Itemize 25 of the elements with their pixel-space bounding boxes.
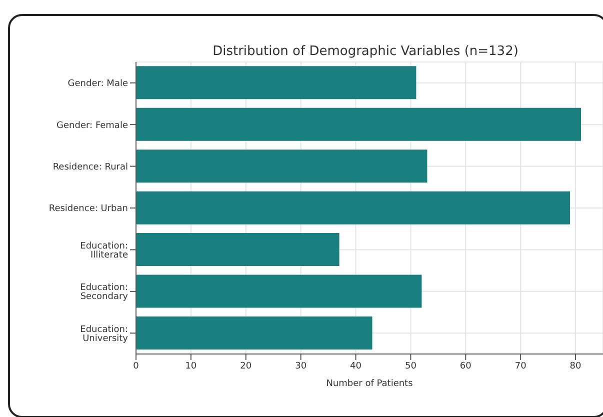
y-tick-label: Education: Secondary bbox=[80, 283, 129, 302]
x-tick-label: 80 bbox=[570, 361, 582, 372]
x-tick-label: 40 bbox=[350, 361, 362, 372]
x-tick-label: 60 bbox=[460, 361, 472, 372]
y-tick-label: Gender: Male bbox=[68, 79, 128, 90]
bar bbox=[136, 191, 570, 224]
y-tick-label: Residence: Urban bbox=[48, 204, 128, 214]
bar bbox=[136, 233, 340, 266]
y-tick-label: Education: Illiterate bbox=[80, 241, 128, 260]
bar bbox=[136, 66, 416, 100]
x-tick-label: 10 bbox=[185, 361, 197, 372]
x-axis-title: Number of Patients bbox=[326, 379, 414, 389]
x-tick-label: 70 bbox=[514, 361, 527, 372]
x-tick-label: 0 bbox=[133, 361, 140, 372]
bar bbox=[136, 150, 428, 183]
bar bbox=[136, 316, 372, 350]
chart-title: Distribution of Demographic Variables (n=132) bbox=[212, 44, 520, 59]
x-tick-label: 50 bbox=[404, 361, 417, 372]
y-tick-label: Education: University bbox=[80, 324, 129, 344]
bar bbox=[136, 274, 422, 308]
y-tick-label: Residence: Rural bbox=[52, 162, 128, 172]
y-tick-label: Gender: Female bbox=[56, 120, 128, 131]
bar bbox=[136, 108, 582, 141]
x-tick-label: 30 bbox=[295, 361, 307, 372]
x-tick-label: 20 bbox=[240, 361, 252, 372]
